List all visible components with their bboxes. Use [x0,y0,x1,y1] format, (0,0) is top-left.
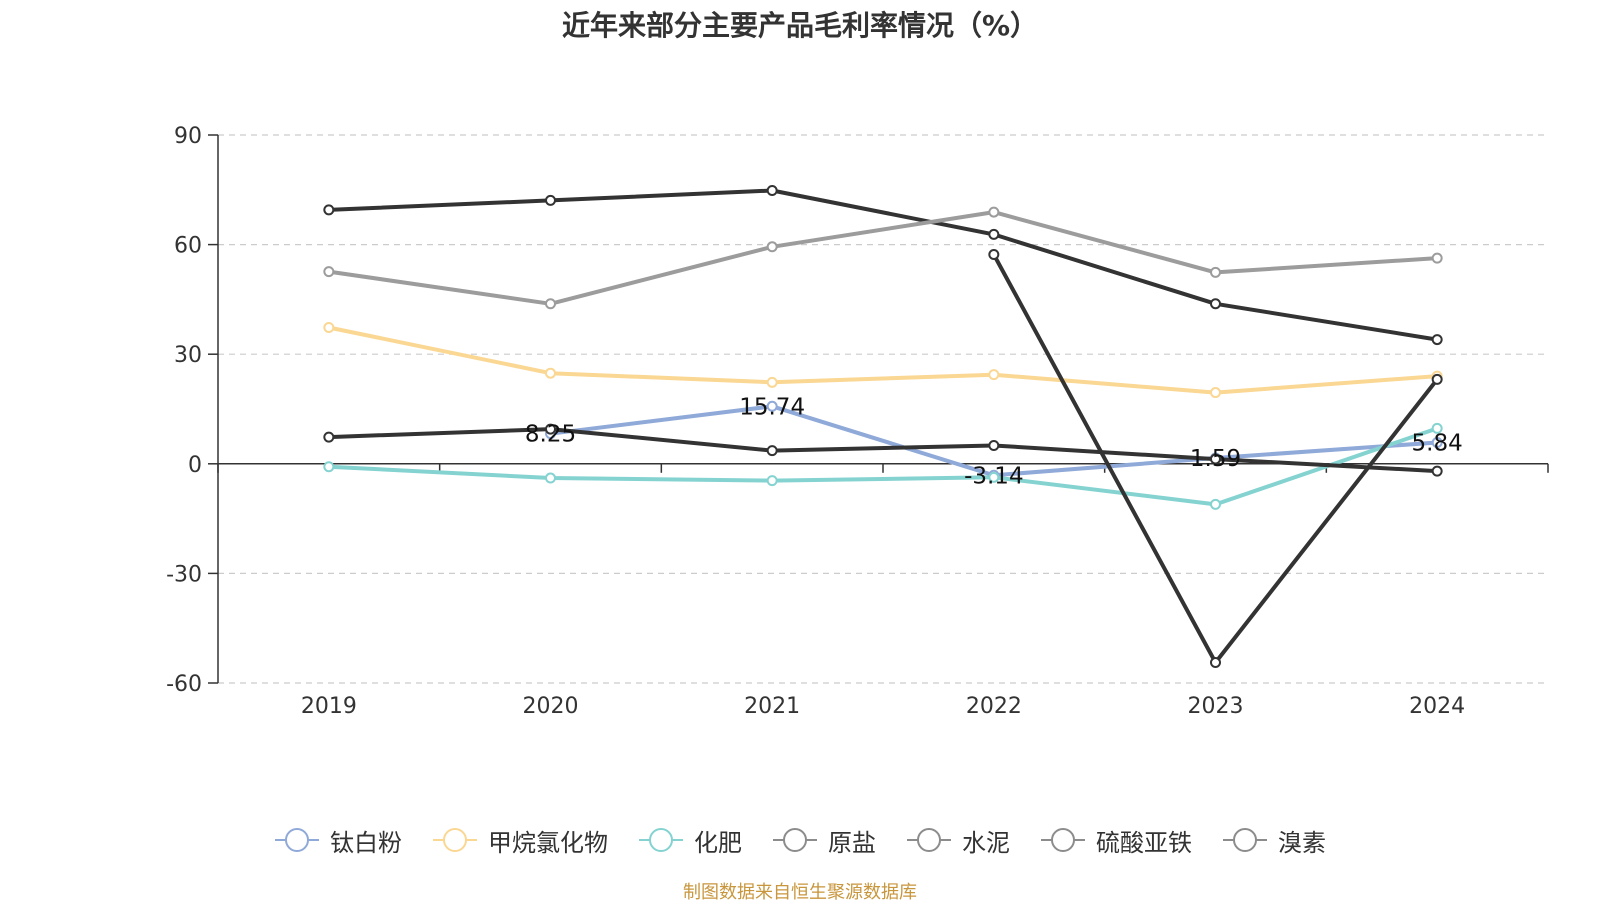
y-tick-label: 0 [188,453,202,478]
legend-marker-icon [773,828,817,852]
x-tick-label: 2021 [744,694,800,719]
legend-marker-icon [1041,828,1085,852]
data-point [323,204,335,216]
legend-item[interactable]: 水泥 [906,823,1010,858]
data-point [545,472,556,484]
data-point [988,206,1000,218]
series-line [326,426,1440,507]
data-point [766,400,778,412]
series-lines [323,185,1443,669]
legend-marker-icon [1223,828,1267,852]
y-tick-label: 30 [174,343,202,368]
source-note: 制图数据来自恒生聚源数据库 [683,882,917,903]
data-labels: 8.25 15.74 -3.14 1.59 5.84 [525,394,1463,489]
legend-circle [1233,828,1257,852]
data-point [1431,465,1443,477]
legend-label: 化肥 [694,828,742,857]
grid-lines [218,134,1548,684]
data-label: 5.84 [1412,430,1463,456]
legend-circle [285,828,309,852]
data-point [988,440,1000,452]
x-tick-label: 2024 [1409,694,1465,719]
data-point [1431,436,1443,448]
data-label: -3.14 [964,463,1024,489]
data-point [766,241,778,253]
data-point [988,248,1000,260]
data-point [766,185,778,197]
legend-item[interactable]: 化肥 [638,823,742,858]
data-point [988,369,1000,381]
data-point [545,298,556,310]
data-label: 8.25 [525,422,576,448]
legend-marker-icon [433,828,477,852]
x-tick-label: 2023 [1188,694,1244,719]
data-point [1431,422,1443,434]
y-tick-label: -60 [166,672,202,697]
data-point [1210,498,1221,510]
data-point [545,367,556,379]
legend-circle [1051,828,1075,852]
data-point [323,322,335,334]
axes: 90 60 30 0 -30 -60 2019 2020 2021 2022 2023 2024 [166,124,1549,719]
data-point [766,376,778,388]
legend-circle [443,828,467,852]
data-point [988,228,1000,240]
data-point [1431,252,1443,264]
legend-label: 原盐 [828,828,876,857]
data-point [1210,266,1221,278]
data-point [323,431,335,443]
legend-label: 钛白粉 [330,828,402,857]
data-point [1210,387,1221,399]
legend-item[interactable]: 硫酸亚铁 [1040,823,1192,858]
data-point [323,266,335,278]
data-point [545,423,556,435]
y-tick-label: -30 [166,562,202,587]
y-tick-label: 60 [174,234,202,259]
legend-item[interactable]: 甲烷氯化物 [432,823,608,858]
series-line [326,210,1440,306]
data-point [988,471,1000,483]
series-line [326,325,1440,395]
y-tick-label: 90 [174,124,202,149]
legend-marker-icon [639,828,683,852]
data-point [1431,373,1443,385]
data-label: 15.74 [739,394,805,420]
legend-item[interactable]: 原盐 [772,823,876,858]
legend-label: 水泥 [962,828,1010,857]
legend-marker-icon [275,828,319,852]
legend-marker-icon [907,828,951,852]
legend-label: 溴素 [1278,828,1326,857]
legend-circle [917,828,941,852]
data-point [545,194,556,206]
data-point [766,445,778,457]
legend-circle [783,828,807,852]
x-tick-label: 2019 [301,694,357,719]
legend-label: 甲烷氯化物 [488,828,608,857]
data-point [766,475,778,487]
data-point [1210,657,1221,669]
data-point [323,461,335,473]
legend-item[interactable]: 钛白粉 [274,823,402,858]
series-line [326,188,1440,342]
legend: 钛白粉 甲烷氯化物 化肥 原盐 水泥 硫酸亚铁 溴素 [0,820,1600,860]
chart-title: 近年来部分主要产品毛利率情况（%） [561,9,1039,42]
data-point [1210,453,1221,465]
data-point [1431,334,1443,346]
legend-label: 硫酸亚铁 [1096,828,1192,857]
legend-item[interactable]: 溴素 [1222,823,1326,858]
data-point [1210,298,1221,310]
series-line [326,427,1440,474]
data-label: 1.59 [1190,446,1241,472]
legend-circle [649,828,673,852]
x-tick-label: 2020 [523,694,579,719]
x-tick-label: 2022 [966,694,1022,719]
